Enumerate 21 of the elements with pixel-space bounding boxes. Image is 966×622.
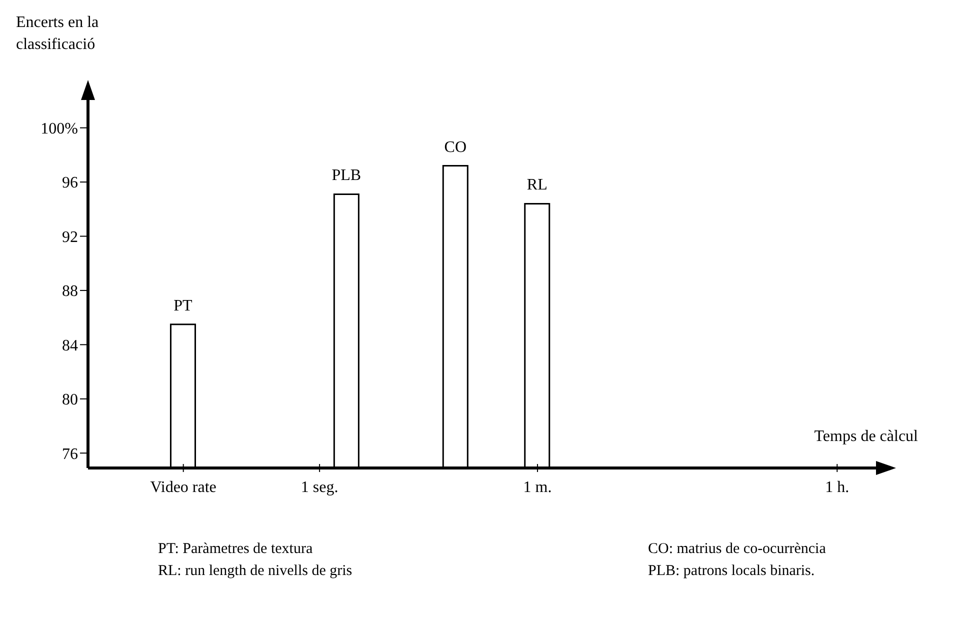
y-tick-label: 76 — [62, 446, 78, 463]
y-tick-label: 84 — [62, 337, 78, 354]
x-tick-label: 1 m. — [523, 479, 552, 496]
series-label: PLB — [332, 167, 362, 184]
y-tick-label: 80 — [62, 392, 78, 409]
y-tick-label: 100% — [40, 120, 78, 138]
x-tick-label: Video rate — [150, 479, 216, 496]
text: CO: matrius de co-ocurrència — [648, 540, 826, 559]
x-tick-label: 1 h. — [825, 479, 850, 496]
y-axis-title: Encerts en la classificació — [16, 13, 100, 55]
text: RL: run length de nivells de gris — [158, 562, 352, 581]
y-tick-label: 88 — [62, 283, 78, 300]
x-axis-title: Temps de càlcul — [814, 428, 918, 446]
y-tick-label: 96 — [62, 174, 78, 192]
series-label: RL — [526, 176, 548, 194]
x-tick-label: 1 seg. — [300, 479, 338, 496]
text: PLB: patrons locals binaris. — [648, 562, 816, 581]
series-label: PT — [174, 297, 193, 314]
series-label: CO — [444, 138, 467, 156]
y-tick-label: 92 — [62, 228, 78, 246]
text: PT: Paràmetres de textura — [158, 540, 314, 559]
